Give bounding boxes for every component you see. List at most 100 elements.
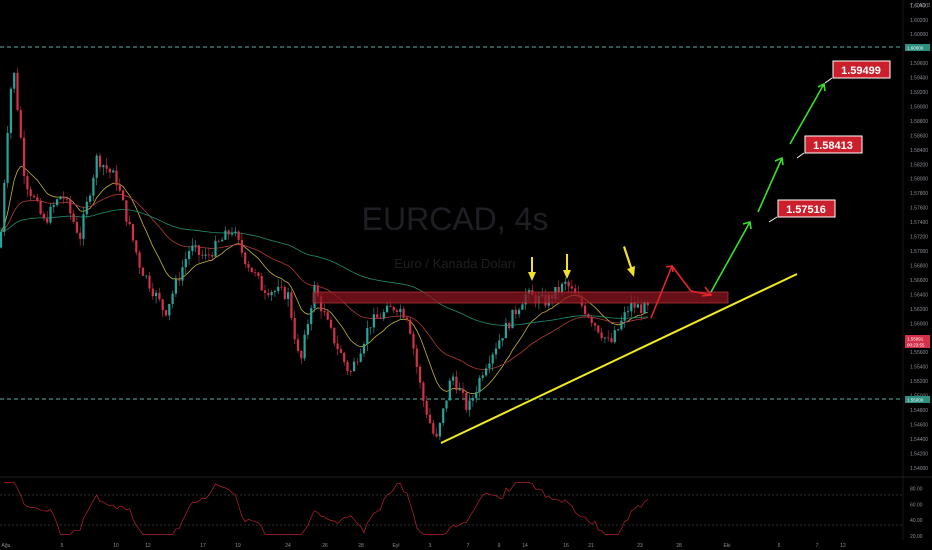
candle-body	[283, 286, 286, 300]
candle-body	[270, 292, 273, 296]
price-tick-label: 1.58600	[910, 133, 928, 139]
candle-body	[254, 272, 257, 273]
candle-body	[138, 252, 141, 268]
candle-body	[412, 333, 415, 349]
time-tick-label: 24	[285, 543, 291, 549]
time-tick-label: 28	[358, 543, 364, 549]
candle-body	[168, 303, 171, 316]
candle-body	[349, 371, 352, 372]
candle-body	[82, 214, 85, 239]
time-tick-label: 23	[637, 543, 643, 549]
candle-body	[623, 312, 626, 321]
candle-body	[448, 380, 451, 401]
candle-body	[356, 361, 359, 363]
candle-body	[442, 408, 445, 424]
target-badge-2[interactable]: 1.58413	[804, 135, 863, 154]
candle-body	[432, 423, 435, 434]
price-tick-label: 1.56800	[910, 263, 928, 269]
candle-body	[630, 302, 633, 312]
candle-body	[339, 349, 342, 353]
candle-body	[485, 368, 488, 376]
candle-body	[336, 343, 339, 350]
candle-body	[85, 201, 88, 215]
candle-body	[13, 72, 16, 89]
time-tick-label: 7	[816, 543, 819, 549]
time-tick-label: 5	[61, 543, 64, 549]
price-tick-label: 1.54600	[910, 422, 928, 428]
target-badge-1[interactable]: 1.57516	[777, 199, 836, 218]
candle-body	[112, 170, 115, 173]
candle-body	[458, 388, 461, 391]
price-tick-label: 1.56400	[910, 292, 928, 298]
time-tick-label: 10	[113, 543, 119, 549]
candle-body	[191, 245, 194, 252]
candle-body	[343, 352, 346, 362]
time-axis[interactable]: Ağu 5 10 12 17 19 24 26 28 Eyl 3 7 9 14 16 21 23 28 Eki 5 7 1…	[2, 543, 846, 549]
target-badge-2-pointer	[796, 152, 805, 159]
watermark-symbol: EURCAD, 4s	[362, 201, 549, 237]
candle-body	[89, 195, 92, 202]
candle-body	[108, 168, 111, 173]
candle-body	[603, 337, 606, 339]
resistance-zone[interactable]	[312, 291, 729, 304]
candle-body	[402, 308, 405, 318]
candle-body	[468, 400, 471, 410]
candle-body	[197, 245, 201, 255]
candle-body	[75, 221, 78, 233]
candle-body	[98, 155, 102, 168]
candle-body	[508, 322, 511, 329]
candle-body	[188, 251, 191, 260]
time-tick-label: Ağu	[2, 543, 11, 549]
candle-body	[646, 302, 649, 306]
candle-body	[570, 286, 573, 289]
candle-body	[3, 182, 6, 232]
ema-line	[0, 209, 648, 326]
time-tick-label: 26	[322, 543, 328, 549]
price-tick-label: 1.57800	[910, 191, 928, 197]
price-tick-label: 1.60400	[910, 3, 928, 9]
time-tick-label: 7	[467, 543, 470, 549]
candle-body	[155, 292, 158, 297]
candle-body	[567, 281, 570, 287]
candle-body	[607, 337, 610, 339]
time-tick-label: 12	[145, 543, 151, 549]
candle-body	[131, 224, 135, 241]
candle-body	[353, 361, 356, 372]
candle-body	[514, 309, 517, 315]
candle-body	[148, 275, 151, 289]
ascending-trendline[interactable]	[440, 273, 798, 444]
rsi-axis: 80.00 60.00 40.00 20.00	[910, 487, 923, 540]
price-tick-label: 1.57000	[910, 249, 928, 255]
candle-body	[211, 254, 214, 257]
candle-body	[488, 363, 491, 369]
signal-arrow	[528, 257, 536, 281]
candle-body	[620, 320, 623, 330]
candle-body	[494, 348, 498, 355]
candle-body	[455, 376, 458, 391]
candle-body	[461, 388, 465, 393]
candle-body	[471, 398, 474, 401]
candle-body	[491, 354, 494, 364]
candle-body	[125, 200, 128, 222]
candle-body	[323, 311, 326, 313]
price-tick-label: 1.58200	[910, 162, 928, 168]
price-tick-label: 1.60200	[910, 18, 928, 24]
candle-body	[59, 196, 62, 200]
candle-body	[422, 382, 425, 401]
candle-body	[105, 165, 108, 169]
time-tick-label: 21	[588, 543, 594, 549]
candle-body	[290, 292, 293, 318]
candle-body	[643, 302, 646, 313]
time-tick-label: 14	[522, 543, 528, 549]
candle-body	[587, 314, 590, 318]
target-badge-3[interactable]: 1.59499	[832, 60, 891, 79]
candle-body	[42, 213, 45, 219]
candle-body	[201, 254, 204, 256]
candle-body	[590, 317, 593, 324]
price-axis[interactable]: 1.604001.602001.600001.598001.596001.594…	[910, 3, 928, 472]
ema-line	[0, 194, 648, 370]
time-tick-label: 9	[498, 543, 501, 549]
candle-body	[445, 400, 448, 409]
signal-arrow	[563, 254, 571, 279]
